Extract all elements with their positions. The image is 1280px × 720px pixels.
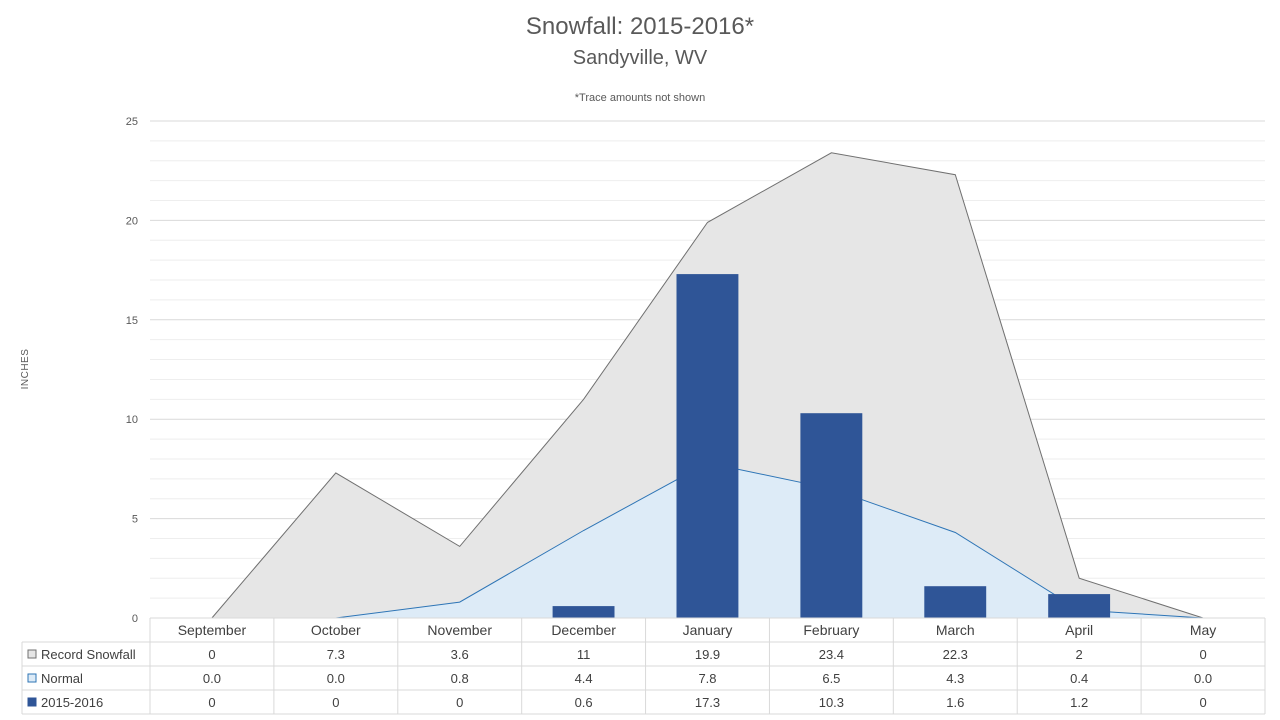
data-label: 0.0 xyxy=(327,671,345,686)
y-tick-label: 15 xyxy=(126,315,138,327)
bar-december xyxy=(552,606,615,618)
x-tick-label: April xyxy=(1065,622,1093,638)
y-tick-label: 10 xyxy=(126,414,138,426)
y-axis-ticks: 0 5 10 15 20 25 xyxy=(126,116,138,625)
y-tick-label: 25 xyxy=(126,116,138,128)
data-label: 4.4 xyxy=(575,671,593,686)
data-label: 22.3 xyxy=(943,647,968,662)
x-tick-label: September xyxy=(178,622,247,638)
data-label: 4.3 xyxy=(946,671,964,686)
legend-entry: Record Snowfall xyxy=(41,647,136,662)
x-tick-label: November xyxy=(427,622,492,638)
y-tick-label: 20 xyxy=(126,215,138,227)
data-label: 0.0 xyxy=(1194,671,1212,686)
chart-title: Snowfall: 2015-2016* xyxy=(526,13,754,40)
data-label: 7.8 xyxy=(698,671,716,686)
x-tick-label: March xyxy=(936,622,975,638)
x-tick-label: October xyxy=(311,622,361,638)
data-label: 3.6 xyxy=(451,647,469,662)
data-label: 19.9 xyxy=(695,647,720,662)
data-label: 0.8 xyxy=(451,671,469,686)
bar-january xyxy=(676,274,739,618)
data-label: 1.2 xyxy=(1070,695,1088,710)
y-tick-label: 5 xyxy=(132,514,138,526)
data-label: 0 xyxy=(208,695,215,710)
data-label: 10.3 xyxy=(819,695,844,710)
bar-february xyxy=(800,413,863,618)
x-tick-label: February xyxy=(803,622,859,638)
area-line-record-snowfall xyxy=(211,152,1204,619)
data-label: 23.4 xyxy=(819,647,844,662)
bar-march xyxy=(924,586,987,618)
y-tick-label: 0 xyxy=(132,613,138,625)
data-label: 0 xyxy=(1199,695,1206,710)
data-label: 7.3 xyxy=(327,647,345,662)
x-tick-label: May xyxy=(1190,622,1216,638)
bar-april xyxy=(1048,594,1111,618)
data-label: 11 xyxy=(577,647,591,662)
data-label: 17.3 xyxy=(695,695,720,710)
legend-swatch xyxy=(27,673,37,683)
legend-entry: Normal xyxy=(41,671,83,686)
data-label: 0.0 xyxy=(203,671,221,686)
data-label: 0 xyxy=(1199,647,1206,662)
chart-subtitle: Sandyville, WV xyxy=(573,47,708,69)
data-table: September October November December January F… xyxy=(21,617,1266,715)
bar-series xyxy=(552,274,1111,618)
data-label: 1.6 xyxy=(946,695,964,710)
data-label: 6.5 xyxy=(822,671,840,686)
legend-entry: 2015-2016 xyxy=(41,695,103,710)
legend-swatch xyxy=(27,697,37,707)
data-label: 0 xyxy=(456,695,463,710)
x-tick-label: January xyxy=(683,622,733,638)
y-axis-label: INCHES xyxy=(20,349,31,390)
data-label: 2 xyxy=(1076,647,1083,662)
legend-swatch xyxy=(27,649,37,659)
x-tick-label: December xyxy=(551,622,616,638)
chart-note: *Trace amounts not shown xyxy=(575,92,705,104)
data-label: 0.6 xyxy=(575,695,593,710)
data-label: 0 xyxy=(208,647,215,662)
data-label: 0 xyxy=(332,695,339,710)
data-label: 0.4 xyxy=(1070,671,1088,686)
